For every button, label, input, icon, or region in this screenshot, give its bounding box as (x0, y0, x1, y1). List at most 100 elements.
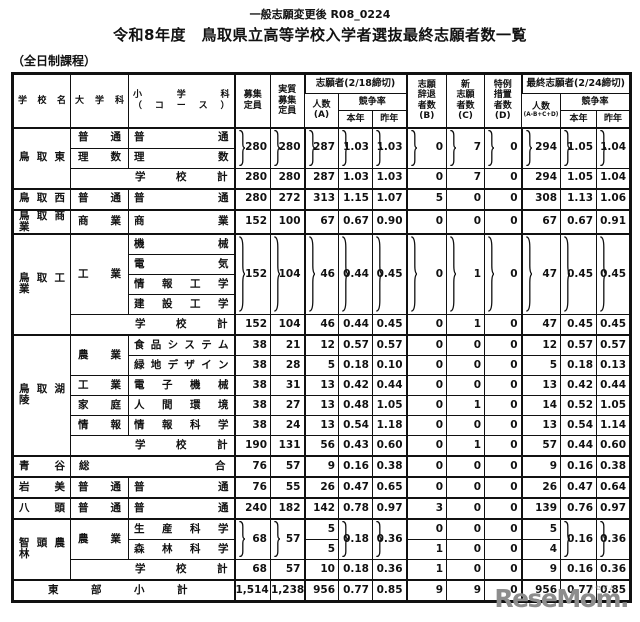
value-cell: 4 (520, 538, 562, 560)
school-name-cell: 鳥 取 湖 陵 (12, 333, 71, 457)
value-cell: 0.45 (596, 313, 632, 336)
table-row: 学 校 計 68 57 10 0.18 0.36 1 0 0 9 0.16 0.36 (13, 558, 632, 581)
cell-text: 55 (285, 480, 301, 493)
course-cell: 電 子 機 械 (128, 374, 235, 396)
value-cell: 26 (520, 475, 562, 499)
school-name-cell: 鳥 取 工 業 (12, 232, 71, 336)
cell-text: 104 (278, 267, 301, 280)
value-cell: 12 (520, 333, 562, 356)
cell-text: 人 間 環 境 (134, 398, 229, 411)
course-cell: 普 通 (128, 496, 235, 520)
cell-text: 0 (510, 522, 518, 535)
cell-text: 0.48 (343, 398, 369, 411)
cell-text: 青 谷 (19, 459, 65, 472)
cell-text: 1.03 (376, 171, 403, 184)
cell-text: 0.45 (567, 317, 594, 330)
value-cell: 0.36 (596, 517, 632, 560)
cell-text: 1.03 (376, 141, 403, 154)
cell-text: 0.10 (376, 358, 403, 371)
value-cell: 1.05 (596, 394, 632, 416)
value-cell: 1 (446, 313, 486, 336)
cell-text: 0 (473, 480, 482, 493)
cell-text: 0 (510, 171, 518, 184)
cell-text: 294 (535, 171, 558, 184)
cell-text: 13 (542, 418, 558, 431)
value-cell: 0.97 (596, 496, 632, 520)
department-cell: 商 業 (70, 208, 129, 235)
value-cell: 28 (270, 354, 305, 376)
value-cell: 0.44 (338, 232, 373, 315)
merge-brace-icon (599, 521, 606, 557)
value-cell: 0.57 (560, 333, 598, 356)
cell-text: 学 校 計 (135, 171, 228, 184)
cell-text: 0.77 (567, 583, 594, 596)
col-header-ratio: 競争率 (337, 93, 408, 111)
resemom-logo[interactable]: リセマム ReseMom. (494, 585, 629, 611)
value-cell: 0.16 (560, 454, 598, 478)
value-cell: 9 (520, 454, 562, 478)
cell-text: 0 (435, 522, 444, 535)
value-cell: 1.18 (371, 414, 408, 436)
cell-text: 0.18 (343, 532, 369, 545)
value-cell: 0 (484, 414, 523, 436)
school-name-cell: 鳥 取 東 (12, 126, 71, 189)
table-row: 岩 美普 通普 通 76 55 26 0.47 0.65 0 0 0 26 0.47 0.64 (12, 475, 632, 499)
cell-text: 理 数 (134, 151, 229, 164)
value-cell: 0.42 (338, 374, 373, 396)
cell-text: 1.05 (567, 141, 594, 154)
cell-text: 38 (252, 398, 267, 411)
cell-text: 0.44 (567, 438, 594, 451)
merge-brace-icon (308, 236, 315, 312)
cell-text: 152 (245, 215, 267, 227)
value-cell: 12 (303, 333, 339, 356)
col-header-school: 学 校 名 (12, 73, 71, 128)
value-cell: 0.36 (371, 517, 408, 560)
cell-text: 0.44 (343, 317, 369, 330)
value-cell: 190 (233, 434, 271, 457)
cell-text: 0.45 (600, 317, 627, 330)
cell-text: 57 (285, 459, 301, 472)
cell-text: 0.16 (567, 532, 594, 545)
cell-text: 0 (510, 141, 518, 154)
value-cell: 0 (446, 517, 486, 540)
cell-text: 7 (473, 141, 482, 154)
value-cell: 0 (484, 208, 523, 235)
col-header-special-measures: 特例 措置 者数 (D) (484, 73, 523, 128)
cell-text: 鳥 取 工 業 (19, 272, 65, 296)
cell-text: 13 (320, 378, 335, 391)
value-cell: 308 (520, 187, 562, 210)
value-cell: 0 (484, 454, 523, 478)
table-row: 智 頭 農 林農 業生 産 科 学 68 57 5 0.18 0.36 0 0 0 5 0.16 0.… (12, 517, 632, 581)
cell-text: 12 (542, 338, 558, 351)
cell-text: 0.42 (567, 378, 594, 391)
value-cell: 0 (405, 333, 448, 356)
table-row: 東 部 小 計 1,514 1,238 956 0.77 0.85 9 9 0 956 0.77 0.… (12, 578, 632, 602)
value-cell: 0.16 (560, 558, 598, 581)
subtotal-label: 東 部 小 計 (12, 578, 235, 602)
value-cell: 46 (303, 232, 339, 315)
merge-brace-icon (599, 130, 606, 166)
value-cell: 0.44 (560, 434, 598, 457)
school-name-cell: 八 頭 (12, 496, 71, 520)
school-name-cell: 岩 美 (12, 475, 71, 499)
merge-brace-icon (563, 130, 570, 166)
cell-text: 0 (510, 338, 518, 351)
cell-text: 26 (320, 480, 335, 493)
col-header-capacity: 募集 定員 (233, 73, 271, 128)
value-cell: 9 (405, 578, 448, 602)
value-cell: 0.18 (338, 558, 373, 581)
cell-text: 76 (252, 480, 267, 493)
cell-text: 0 (510, 562, 518, 575)
merge-brace-icon (599, 236, 606, 312)
cell-text: 1.15 (343, 192, 369, 205)
value-cell: 287 (303, 126, 339, 169)
cell-text: 24 (285, 418, 301, 431)
merge-brace-icon (410, 236, 417, 312)
table-header: 学 校 名 大 学 科 小 学 科 （ コ ー ス ） 募集 定員 実質 募集 定員 … (12, 73, 632, 128)
cell-text: 0 (435, 398, 444, 411)
value-cell: 280 (270, 167, 305, 189)
department-cell: 家 庭 (70, 394, 129, 416)
department-cell: 農 業 (70, 517, 129, 560)
cell-text: 1,514 (235, 583, 269, 596)
